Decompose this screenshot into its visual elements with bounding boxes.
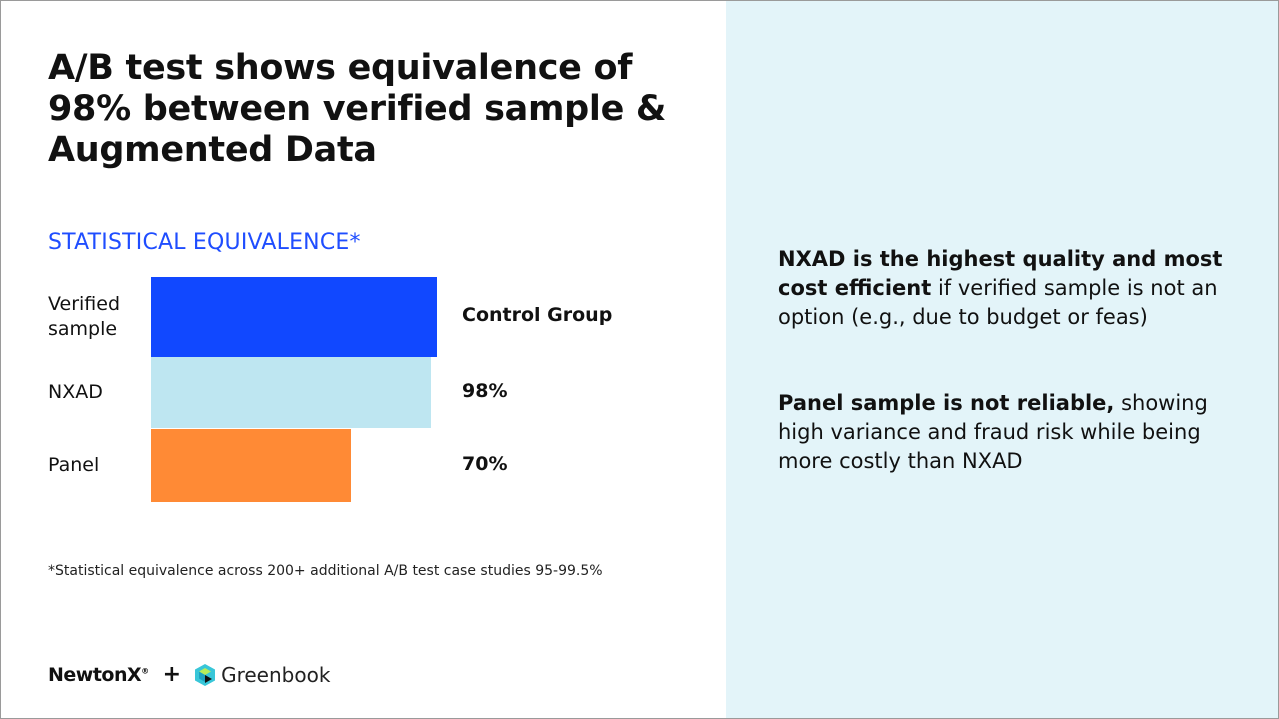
insight-nxad: NXAD is the highest quality and most cos… [778,247,1223,329]
category-label: NXAD [48,380,103,403]
slide-title: A/B test shows equivalence of 98% betwee… [48,48,667,170]
bar-2 [151,429,352,502]
greenbook-logo: Greenbook [193,663,330,687]
bar-chart: Verified sample Control Group NXAD 98% Panel… [48,277,613,502]
greenbook-icon [195,663,216,686]
category-label: Verified sample [48,293,121,340]
bar-0 [151,277,437,357]
footnote: *Statistical equivalence across 200+ add… [48,563,603,579]
logos: NewtonX® + Greenbook [48,662,330,687]
value-label: Control Group [462,304,613,326]
insight-panel: Panel sample is not reliable, showing hi… [778,391,1208,473]
chart-title: STATISTICAL EQUIVALENCE* [48,230,361,255]
right-panel [726,0,1279,719]
newtonx-logo: NewtonX® [48,663,149,686]
value-label: 98% [462,379,508,402]
category-label: Panel [48,453,100,476]
value-label: 70% [462,452,508,475]
plus-sign: + [162,662,182,687]
bar-1 [151,357,432,428]
